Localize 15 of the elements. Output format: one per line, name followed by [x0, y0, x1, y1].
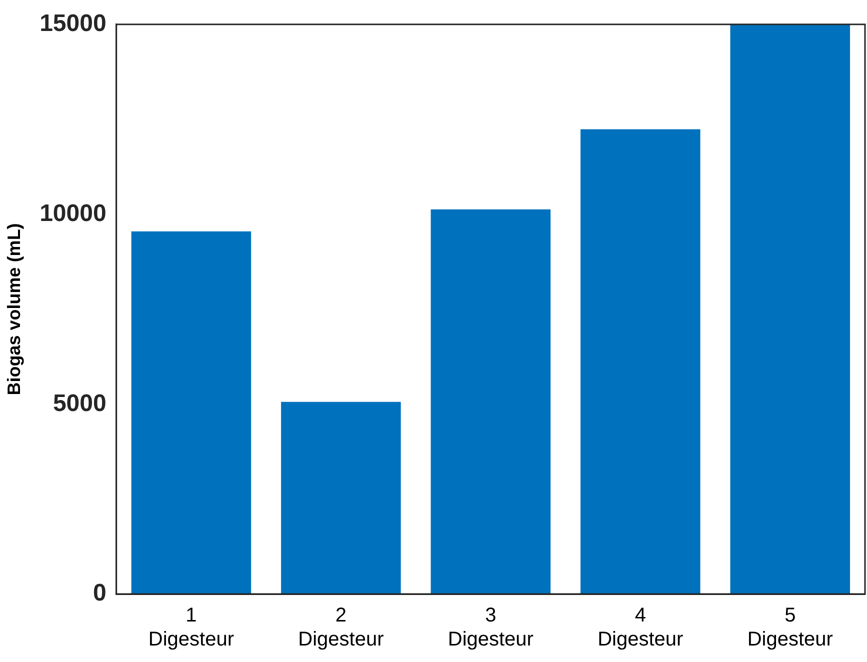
x-tick-label: 2 Digesteur — [298, 604, 384, 651]
y-tick-label: 10000 — [40, 200, 106, 227]
y-tick-label: 0 — [92, 580, 106, 607]
bar — [281, 402, 401, 594]
x-tick-label: 4 Digesteur — [598, 604, 684, 651]
y-axis-title: Biogas volume (mL) — [4, 223, 24, 396]
x-tick-label: 1 Digesteur — [148, 604, 234, 651]
bar — [131, 231, 252, 594]
bar — [730, 24, 850, 594]
y-tick-label: 5000 — [52, 390, 106, 417]
bar — [430, 209, 551, 594]
x-tick-label: 5 Digesteur — [747, 604, 834, 651]
y-tick-label: 15000 — [40, 10, 106, 38]
x-tick-label: 3 Digesteur — [448, 604, 534, 651]
bar — [580, 129, 700, 594]
